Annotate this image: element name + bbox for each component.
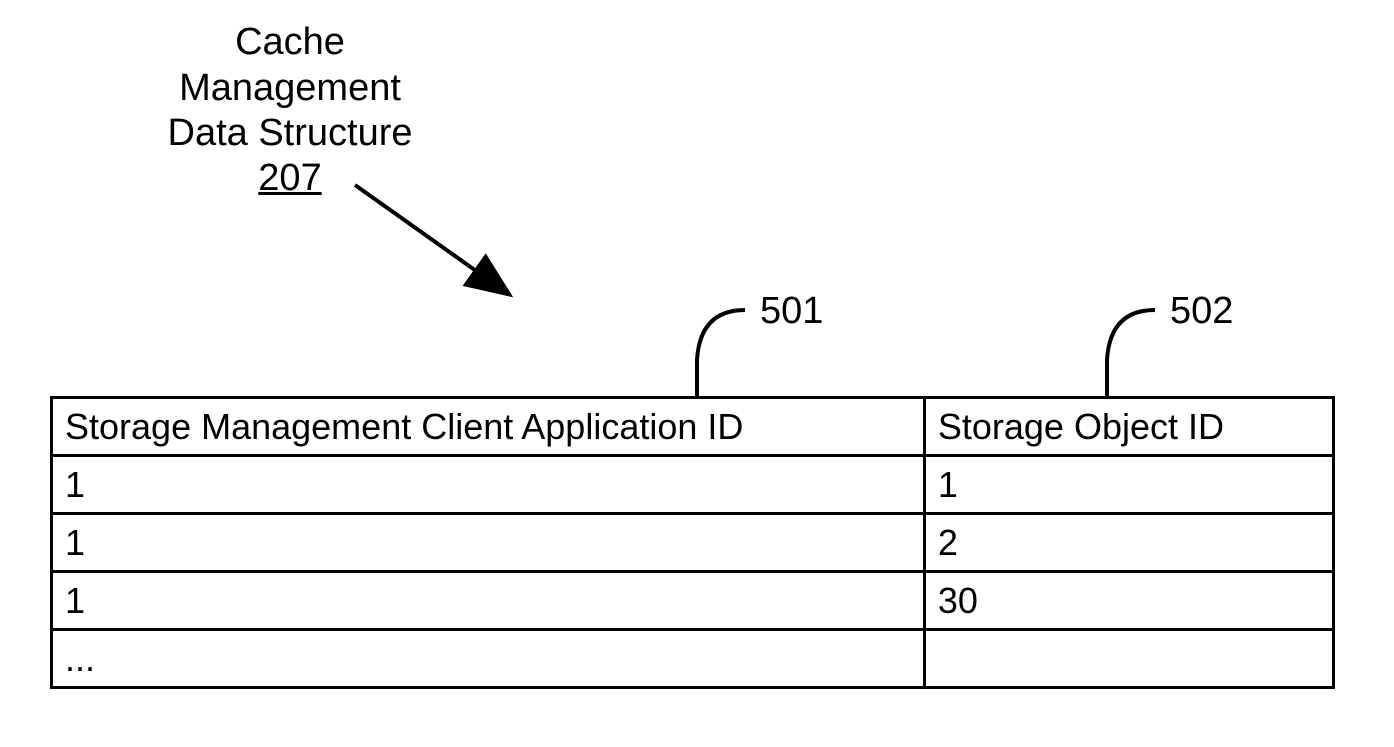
cache-management-table: Storage Management Client Application ID… <box>50 396 1335 689</box>
annotation-502: 502 <box>1170 290 1233 333</box>
leader-501 <box>697 310 745 396</box>
cell-app-id: 1 <box>52 572 925 630</box>
cell-object-id: 30 <box>924 572 1333 630</box>
column-header-app-id: Storage Management Client Application ID <box>52 398 925 456</box>
cell-object-id: 2 <box>924 514 1333 572</box>
cell-app-id: 1 <box>52 514 925 572</box>
cell-object-id: 1 <box>924 456 1333 514</box>
cell-app-id: 1 <box>52 456 925 514</box>
table-row: 1 1 <box>52 456 1334 514</box>
table-row: ... <box>52 630 1334 688</box>
title-line-1: Cache <box>130 20 450 66</box>
leader-502 <box>1107 310 1155 396</box>
cell-app-id: ... <box>52 630 925 688</box>
arrow-title-to-table <box>355 185 510 295</box>
figure-title: Cache Management Data Structure 207 <box>130 20 450 200</box>
annotation-501: 501 <box>760 290 823 333</box>
cell-object-id <box>924 630 1333 688</box>
title-line-3: Data Structure <box>130 111 450 157</box>
column-header-object-id: Storage Object ID <box>924 398 1333 456</box>
title-line-2: Management <box>130 66 450 112</box>
table-row: 1 30 <box>52 572 1334 630</box>
title-reference-number: 207 <box>130 157 450 200</box>
table-header-row: Storage Management Client Application ID… <box>52 398 1334 456</box>
table-row: 1 2 <box>52 514 1334 572</box>
